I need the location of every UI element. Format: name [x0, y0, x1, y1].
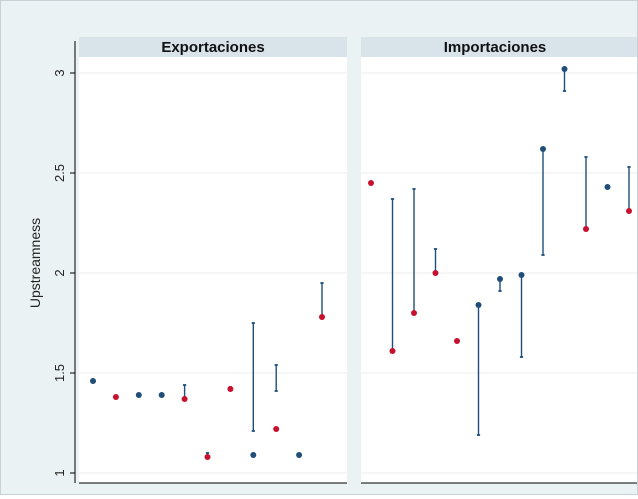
data-point	[411, 310, 417, 316]
data-point	[626, 208, 632, 214]
data-point	[296, 452, 303, 458]
data-point	[475, 302, 482, 308]
data-point	[158, 392, 165, 398]
data-point	[181, 396, 188, 402]
data-point	[454, 338, 460, 344]
data-point	[112, 394, 119, 400]
data-point	[583, 226, 589, 232]
data-point	[432, 270, 439, 276]
plot-area	[79, 57, 347, 483]
y-axis-label: Upstreamness	[27, 218, 43, 308]
y-tick-label: 2.5	[52, 164, 67, 182]
panel-strip	[361, 37, 637, 57]
panel-title: Importaciones	[444, 39, 547, 56]
y-tick-label: 1.5	[52, 364, 67, 382]
data-point	[135, 392, 142, 398]
plot-area	[361, 57, 637, 483]
data-point	[540, 146, 546, 152]
panel-exportaciones: Exportaciones	[79, 37, 347, 484]
y-ticks: 1 1.5 2 2.5 3	[52, 69, 75, 477]
data-point	[368, 180, 374, 186]
data-point	[497, 276, 503, 282]
data-point	[227, 386, 234, 392]
panel-importaciones: Importaciones	[361, 37, 637, 484]
data-point	[319, 314, 325, 320]
data-point	[250, 452, 257, 458]
data-point	[561, 66, 568, 72]
data-point	[389, 348, 396, 354]
panel-title: Exportaciones	[161, 39, 264, 56]
data-point	[273, 426, 280, 432]
y-tick-label: 1	[52, 469, 67, 476]
data-point	[518, 272, 525, 278]
y-tick-label: 3	[52, 69, 67, 76]
data-point	[604, 184, 611, 190]
y-tick-label: 2	[52, 269, 67, 276]
panel-strip	[79, 37, 347, 57]
data-point	[90, 378, 96, 384]
data-point	[204, 454, 211, 460]
